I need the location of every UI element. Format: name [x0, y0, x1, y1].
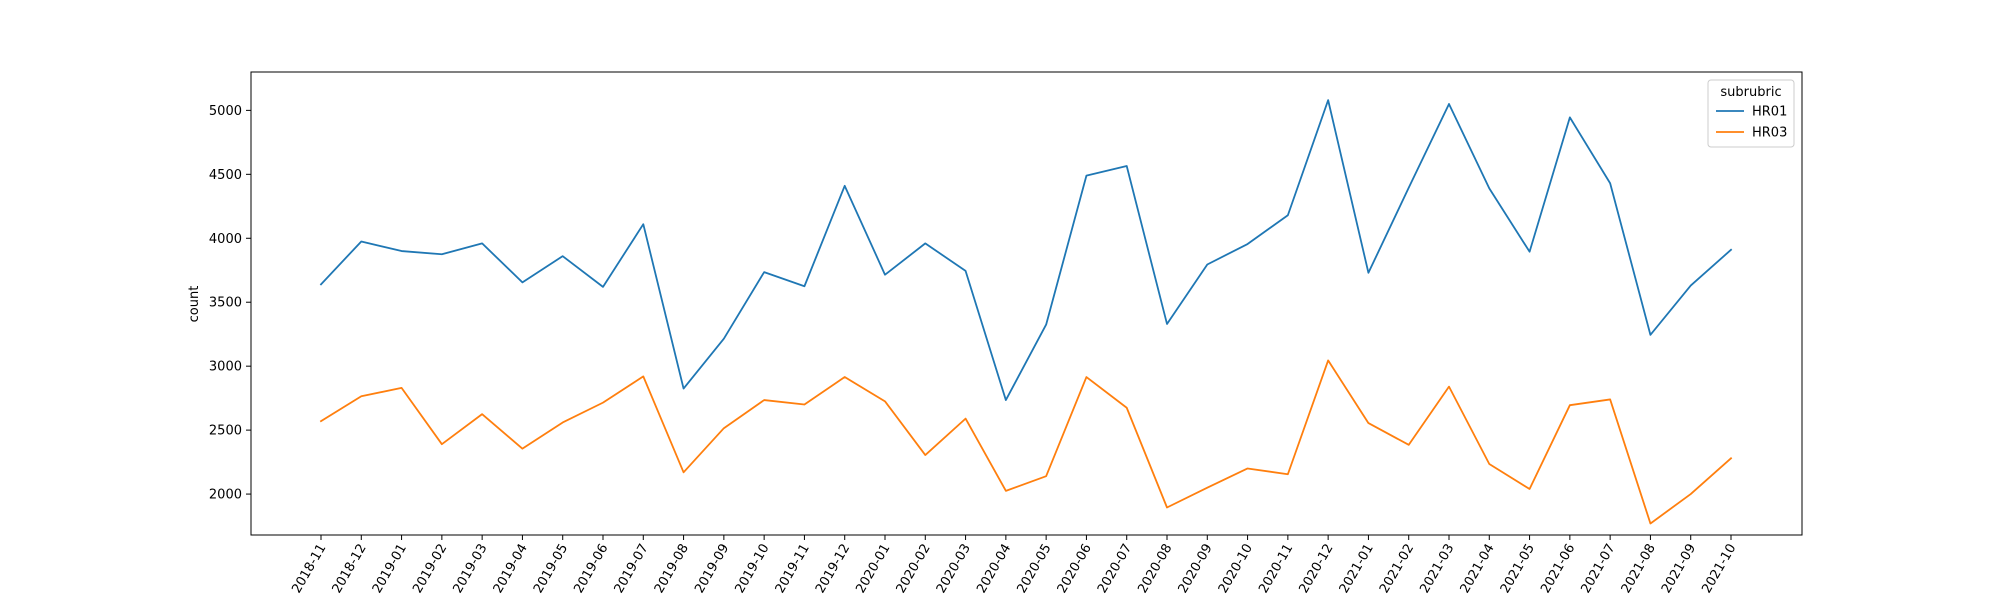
x-tick-label: 2019-01 [370, 542, 410, 597]
x-tick-label: 2020-04 [974, 542, 1014, 597]
y-tick-label: 2000 [209, 488, 242, 503]
x-tick-label: 2020-07 [1095, 542, 1135, 597]
x-tick-label: 2020-02 [894, 542, 934, 597]
x-tick-label: 2021-08 [1619, 542, 1659, 597]
y-axis: 2000 2500 3000 3500 4000 4500 5000 [209, 104, 251, 503]
x-tick-label: 2019-06 [571, 542, 611, 597]
x-tick-label: 2021-07 [1578, 542, 1618, 597]
x-tick-label: 2021-05 [1498, 542, 1538, 597]
x-tick-label: 2019-12 [813, 542, 853, 597]
y-tick-label: 4000 [209, 232, 242, 247]
x-tick-label: 2019-04 [491, 542, 531, 597]
legend: subrubric HR01 HR03 [1707, 79, 1795, 148]
x-tick-label: 2019-08 [652, 542, 692, 597]
x-tick-label: 2020-09 [1176, 542, 1216, 597]
x-tick-label: 2019-02 [410, 542, 450, 597]
x-tick-label: 2018-12 [330, 542, 370, 597]
x-tick-label: 2019-10 [732, 542, 772, 597]
x-tick-label: 2019-03 [450, 542, 490, 597]
x-tick-label: 2020-05 [1014, 542, 1054, 597]
x-tick-label: 2020-11 [1256, 542, 1296, 597]
legend-label-hr03: HR03 [1752, 126, 1787, 141]
y-tick-label: 3000 [209, 360, 242, 375]
legend-entries: HR01 HR03 [1716, 105, 1787, 141]
x-tick-label: 2019-11 [773, 542, 813, 597]
x-tick-label: 2021-09 [1659, 542, 1699, 597]
series-line-hr01 [319, 99, 1733, 401]
x-tick-label: 2020-06 [1055, 542, 1095, 597]
x-tick-label: 2020-01 [853, 542, 893, 597]
x-axis: 2018-11 2018-12 2019-01 2019-02 2019-03 2019-… [289, 535, 1739, 596]
y-tick-label: 5000 [209, 104, 242, 119]
y-tick-label: 3500 [209, 296, 242, 311]
x-tick-label: 2020-12 [1296, 542, 1336, 597]
y-axis-label: count [187, 286, 202, 323]
x-tick-label: 2021-06 [1538, 542, 1578, 597]
x-tick-label: 2020-08 [1135, 542, 1175, 597]
plot-area-frame [250, 71, 1803, 536]
x-tick-label: 2021-03 [1417, 542, 1457, 597]
x-tick-label: 2021-02 [1377, 542, 1417, 597]
x-tick-label: 2019-05 [531, 542, 571, 597]
x-tick-label: 2019-09 [692, 542, 732, 597]
x-tick-label: 2020-03 [934, 542, 974, 597]
x-tick-label: 2018-11 [289, 542, 329, 597]
y-tick-label: 4500 [209, 168, 242, 183]
legend-label-hr01: HR01 [1752, 105, 1787, 120]
x-tick-label: 2021-10 [1699, 542, 1739, 597]
legend-title: subrubric [1720, 85, 1781, 100]
x-tick-label: 2021-04 [1458, 542, 1498, 597]
x-tick-label: 2019-07 [612, 542, 652, 597]
x-tick-label: 2020-10 [1216, 542, 1256, 597]
series-line-hr03 [319, 359, 1733, 525]
series-lines [319, 99, 1733, 525]
y-tick-label: 2500 [209, 424, 242, 439]
x-tick-label: 2021-01 [1337, 542, 1377, 597]
legend-box [1707, 79, 1795, 148]
